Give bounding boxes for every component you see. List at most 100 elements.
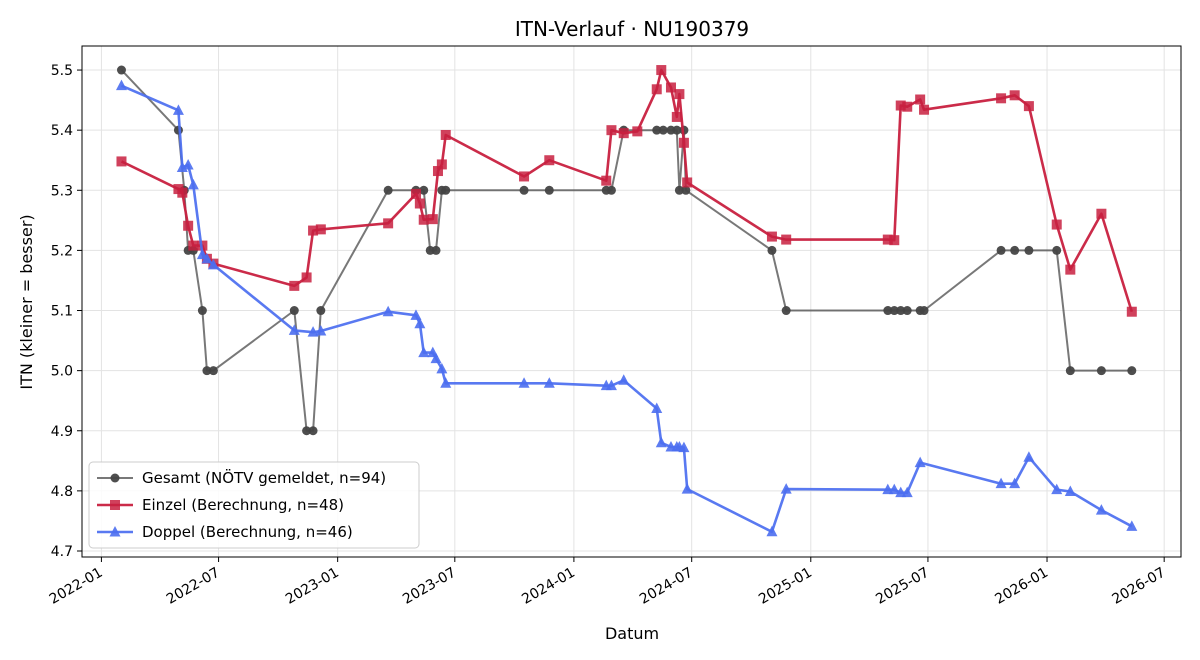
data-point xyxy=(671,111,682,122)
x-tick-label: 2022-01 xyxy=(47,565,106,608)
data-series xyxy=(115,65,1138,537)
data-point xyxy=(678,137,689,148)
data-point xyxy=(440,129,451,140)
data-point xyxy=(919,104,930,115)
y-tick-label: 5.5 xyxy=(51,63,73,79)
x-tick-label: 2024-01 xyxy=(519,565,578,608)
y-tick-label: 4.7 xyxy=(51,544,73,560)
data-point xyxy=(606,125,617,136)
legend: Gesamt (NÖTV gemeldet, n=94) Einzel (Bere… xyxy=(88,461,420,549)
data-point xyxy=(651,402,663,414)
data-point xyxy=(201,252,213,264)
data-point xyxy=(895,100,906,111)
data-point xyxy=(414,198,425,209)
data-point xyxy=(1024,245,1034,255)
legend-marker xyxy=(110,473,120,483)
data-point xyxy=(889,235,900,246)
y-tick-label: 4.9 xyxy=(51,424,73,440)
data-point xyxy=(915,94,926,105)
legend-marker xyxy=(110,500,120,510)
data-point xyxy=(519,185,529,195)
data-point xyxy=(658,125,668,135)
legend-label: Gesamt (NÖTV gemeldet, n=94) xyxy=(142,468,386,487)
data-point xyxy=(767,245,777,255)
data-point xyxy=(410,309,422,320)
data-point xyxy=(302,426,312,436)
data-point xyxy=(682,177,693,188)
data-point xyxy=(441,185,451,195)
data-point xyxy=(543,377,555,388)
data-point xyxy=(1010,245,1020,255)
y-axis-ticks: 4.7 4.8 4.9 5.0 5.1 5.2 5.3 5.4 5.5 xyxy=(51,63,82,560)
data-point xyxy=(766,231,777,242)
x-tick-label: 2025-07 xyxy=(873,565,932,608)
data-point xyxy=(674,185,684,195)
data-point xyxy=(1096,366,1106,376)
data-point xyxy=(618,374,630,385)
legend-box xyxy=(88,461,420,549)
data-point xyxy=(681,483,693,494)
y-tick-label: 4.8 xyxy=(51,484,73,500)
data-point xyxy=(436,159,447,170)
data-point xyxy=(188,240,199,251)
data-point xyxy=(601,175,612,186)
series-circle xyxy=(116,65,1137,436)
data-point xyxy=(289,280,300,291)
data-point xyxy=(172,104,184,115)
data-point xyxy=(674,89,685,100)
series-square xyxy=(116,65,1137,317)
data-point xyxy=(1052,245,1062,255)
data-point xyxy=(1065,264,1076,275)
x-tick-label: 2023-01 xyxy=(283,565,342,608)
data-point xyxy=(665,82,676,93)
data-point xyxy=(419,185,429,195)
data-point xyxy=(183,220,194,231)
x-tick-label: 2026-07 xyxy=(1110,565,1169,608)
data-point xyxy=(1009,90,1020,101)
data-point xyxy=(208,366,218,376)
data-point xyxy=(115,79,127,91)
data-point xyxy=(430,352,442,364)
data-point xyxy=(672,125,682,135)
data-point xyxy=(432,166,443,177)
y-axis-label: ITN (kleiner = besser) xyxy=(17,214,36,389)
y-tick-label: 5.3 xyxy=(51,183,73,199)
data-point xyxy=(995,477,1007,489)
data-point xyxy=(197,306,207,316)
data-point xyxy=(1126,520,1138,531)
data-point xyxy=(288,324,300,335)
data-point xyxy=(681,185,691,195)
data-point xyxy=(656,65,667,76)
data-point xyxy=(632,126,643,137)
data-point xyxy=(996,245,1006,255)
data-point xyxy=(544,155,555,166)
data-point xyxy=(544,185,554,195)
data-point xyxy=(618,128,629,139)
data-point xyxy=(1051,483,1063,495)
data-point xyxy=(436,362,448,374)
y-tick-label: 5.2 xyxy=(51,243,73,259)
data-point xyxy=(116,156,127,167)
data-point xyxy=(780,483,792,494)
data-point xyxy=(1064,485,1076,496)
x-tick-label: 2026-01 xyxy=(992,565,1051,608)
data-point xyxy=(383,185,393,195)
data-point xyxy=(1023,451,1035,462)
data-point xyxy=(382,305,394,317)
data-point xyxy=(1126,306,1137,317)
data-point xyxy=(1023,101,1034,112)
data-point xyxy=(518,377,530,388)
data-point xyxy=(883,306,893,316)
data-point xyxy=(207,258,219,270)
data-point xyxy=(996,93,1007,104)
data-point xyxy=(1095,504,1107,515)
data-point xyxy=(1127,366,1137,376)
data-point xyxy=(315,224,326,235)
data-point xyxy=(316,306,326,316)
data-point xyxy=(605,379,617,391)
data-point xyxy=(289,306,299,316)
data-point xyxy=(901,486,913,498)
series-line xyxy=(120,68,1134,313)
data-point xyxy=(440,377,452,388)
data-point xyxy=(418,214,429,225)
